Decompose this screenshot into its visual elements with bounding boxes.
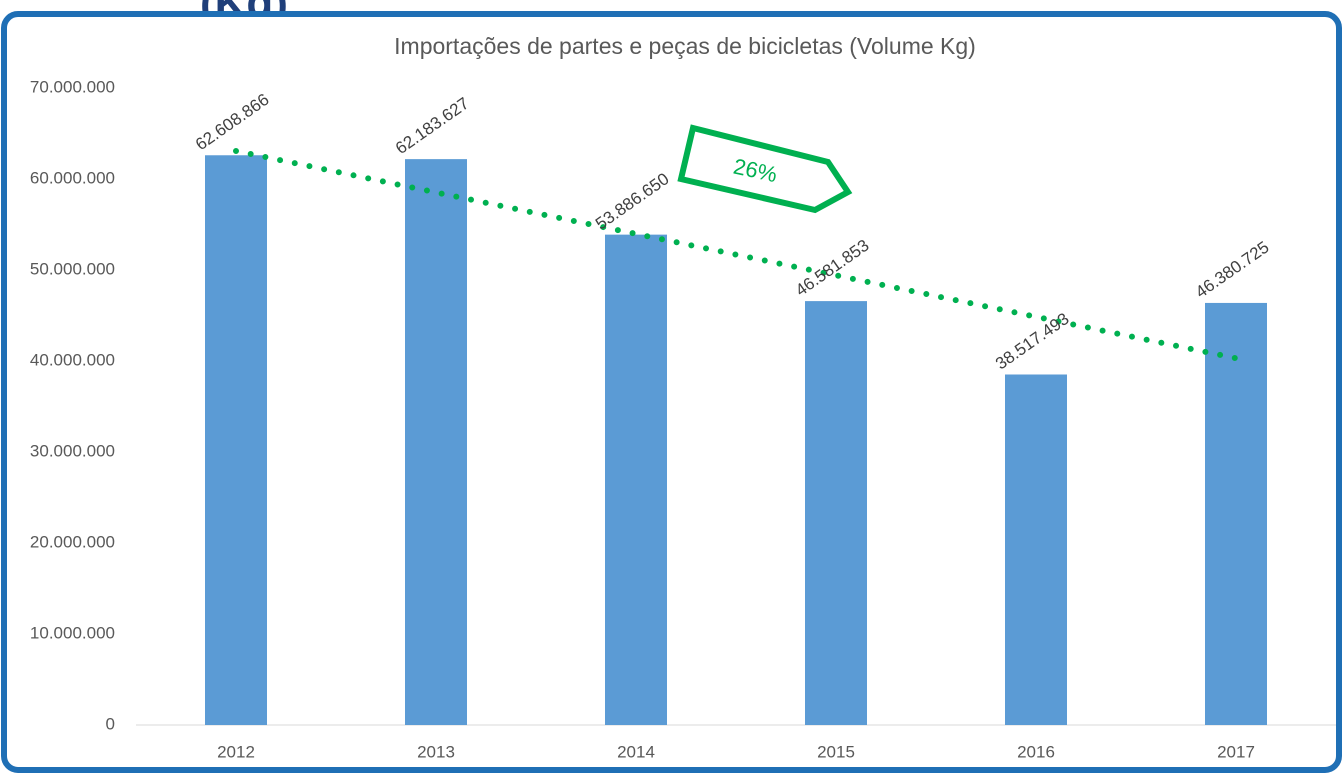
bar [805,301,867,725]
bar [205,155,267,725]
x-tick-label: 2012 [217,742,255,761]
x-tick-label: 2016 [1017,742,1055,761]
bar [1005,374,1067,725]
y-tick-label: 60.000.000 [30,168,115,187]
y-tick-label: 30.000.000 [30,441,115,460]
x-tick-label: 2017 [1217,742,1255,761]
bar [405,159,467,725]
annotation-arrow [677,124,853,214]
trendline [233,147,1239,362]
x-tick-label: 2014 [617,742,655,761]
y-tick-label: 20.000.000 [30,532,115,551]
y-tick-label: 0 [106,714,115,733]
frame [1,11,1342,773]
y-tick-label: 50.000.000 [30,259,115,278]
chart-title: Importações de partes e peças de bicicle… [394,33,976,59]
y-tick-label: 40.000.000 [30,350,115,369]
bar [605,234,667,726]
x-tick-label: 2013 [417,742,455,761]
y-tick-label: 10.000.000 [30,623,115,642]
x-tick-label: 2015 [817,742,855,761]
bar [1205,302,1267,725]
y-tick-label: 70.000.000 [30,77,115,96]
